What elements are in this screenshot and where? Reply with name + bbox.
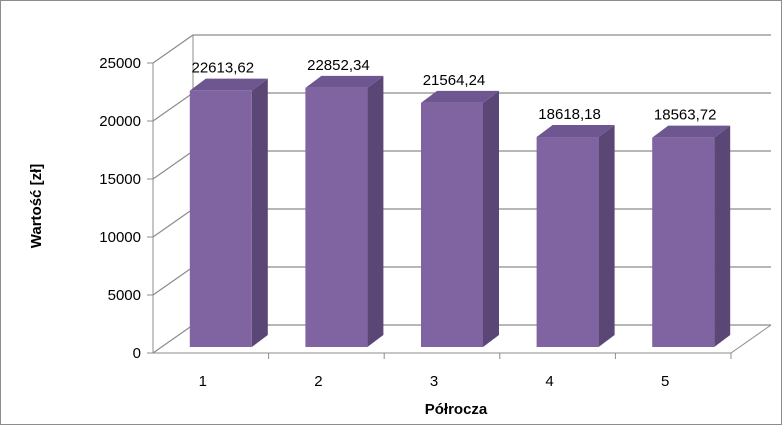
bars xyxy=(189,75,731,348)
bar-front xyxy=(536,137,599,347)
bar-front xyxy=(421,102,483,347)
data-label: 18563,72 xyxy=(654,107,717,124)
bar-5 xyxy=(652,125,731,347)
y-axis-title: Wartość [zł] xyxy=(28,164,45,248)
bar-front xyxy=(189,90,252,347)
y-tick-label: 10000 xyxy=(99,229,141,246)
bar-1 xyxy=(189,78,268,347)
data-label: 21564,24 xyxy=(423,72,486,89)
bar-front xyxy=(652,137,715,347)
data-label: 22852,34 xyxy=(307,57,370,74)
y-tick-label: 15000 xyxy=(99,171,141,188)
data-label: 22613,62 xyxy=(192,60,255,77)
bar-side xyxy=(367,75,384,348)
data-label: 18618,18 xyxy=(538,106,601,123)
x-tick-label: 2 xyxy=(314,373,322,390)
y-tick-label: 25000 xyxy=(99,55,141,72)
data-labels: 22613,62 22852,34 21564,24 18618,18 18563,72 xyxy=(192,57,717,124)
y-tick-label: 0 xyxy=(133,345,141,362)
bar-side xyxy=(598,125,615,347)
x-tick-labels: 1 2 3 4 5 xyxy=(199,373,670,390)
bar-front xyxy=(305,87,368,348)
bar-2 xyxy=(305,75,384,348)
bar-top xyxy=(421,90,499,103)
y-tick-label: 20000 xyxy=(99,113,141,130)
x-tick-label: 1 xyxy=(199,373,207,390)
y-tick-label: 5000 xyxy=(108,287,141,304)
bar-side xyxy=(714,125,731,347)
y-tick-labels: 0 5000 10000 15000 20000 25000 xyxy=(99,55,141,362)
bar-top xyxy=(652,125,731,138)
bar-top xyxy=(536,125,615,138)
x-tick-label: 4 xyxy=(545,373,553,390)
x-axis-title: Półrocza xyxy=(425,401,488,418)
bar-side xyxy=(483,90,499,348)
bar-side xyxy=(251,78,268,347)
bar-top xyxy=(189,78,268,91)
bar-top xyxy=(305,75,384,88)
bar-3 xyxy=(421,90,499,348)
bar-4 xyxy=(536,125,615,347)
x-tick-label: 3 xyxy=(430,373,438,390)
x-tick-label: 5 xyxy=(661,373,669,390)
